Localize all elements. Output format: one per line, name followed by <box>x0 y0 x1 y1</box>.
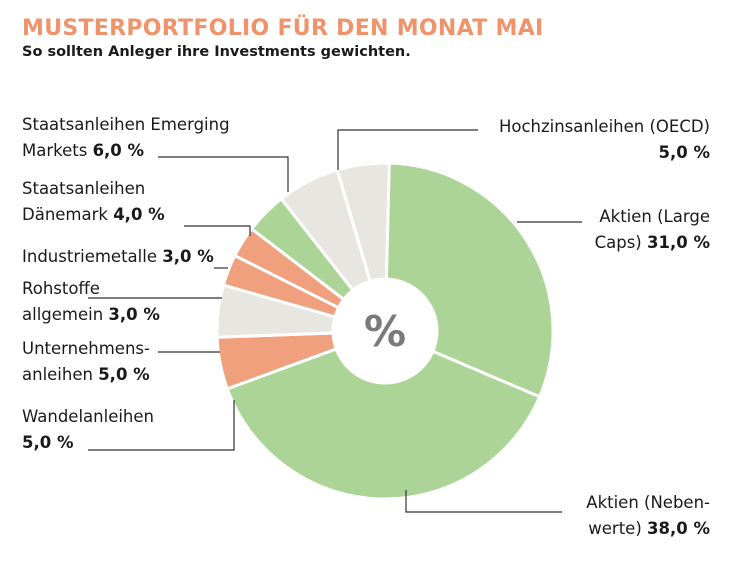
label-wandelanleihen-line1: Wandelanleihen <box>22 407 154 426</box>
leader-line-1 <box>337 129 478 170</box>
chart-subtitle: So sollten Anleger ihre Investments gewi… <box>22 44 411 60</box>
label-staatsanleihen-daenemark: Staatsanleihen Dänemark 4,0 % <box>22 176 165 228</box>
leader-line-7 <box>184 225 251 236</box>
label-industriemetalle: Industriemetalle 3,0 % <box>22 244 214 270</box>
label-hochzinsanleihen-line1: Hochzinsanleihen (OECD) <box>498 117 710 136</box>
label-staatsanleihen-em: Staatsanleihen Emerging Markets 6,0 % <box>22 112 230 164</box>
label-rohstoffe-line1: Rohstoffe <box>22 279 100 298</box>
label-staatsanleihen-em-line2: Markets <box>22 141 93 160</box>
label-staatsanleihen-daenemark-line1: Staatsanleihen <box>22 179 146 198</box>
chart-title: MUSTERPORTFOLIO FÜR DEN MONAT MAI <box>22 16 544 41</box>
label-staatsanleihen-daenemark-line2: Dänemark <box>22 205 114 224</box>
label-aktien-nebenwerte: Aktien (Neben- werte) 38,0 % <box>586 490 710 542</box>
value-unternehmensanleihen: 5,0 % <box>98 365 150 384</box>
label-wandelanleihen: Wandelanleihen 5,0 % <box>22 404 154 456</box>
label-aktien-large-caps: Aktien (Large Caps) 31,0 % <box>595 204 710 256</box>
label-industriemetalle-line1: Industriemetalle <box>22 247 163 266</box>
value-hochzinsanleihen: 5,0 % <box>658 143 710 162</box>
label-rohstoffe: Rohstoffe allgemein 3,0 % <box>22 276 160 328</box>
leader-line-8 <box>158 156 289 192</box>
label-aktien-large-caps-line1: Aktien (Large <box>599 207 710 226</box>
leader-line-3 <box>88 400 235 451</box>
value-rohstoffe: 3,0 % <box>108 305 160 324</box>
value-industriemetalle: 3,0 % <box>162 247 214 266</box>
value-aktien-nebenwerte: 38,0 % <box>647 519 710 538</box>
label-aktien-nebenwerte-line1: Aktien (Neben- <box>586 493 710 512</box>
value-wandelanleihen: 5,0 % <box>22 433 74 452</box>
center-percent-label: % <box>364 307 406 356</box>
label-unternehmensanleihen: Unternehmens- anleihen 5,0 % <box>22 336 150 388</box>
label-aktien-large-caps-line2: Caps) <box>594 233 647 252</box>
value-staatsanleihen-daenemark: 4,0 % <box>113 205 165 224</box>
label-rohstoffe-line2: allgemein <box>22 305 109 324</box>
value-staatsanleihen-em: 6,0 % <box>92 141 145 160</box>
label-hochzinsanleihen: Hochzinsanleihen (OECD) 5,0 % <box>499 114 710 166</box>
label-aktien-nebenwerte-line2: werte) <box>588 519 647 538</box>
label-staatsanleihen-em-line1: Staatsanleihen Emerging <box>22 115 230 134</box>
label-unternehmensanleihen-line2: anleihen <box>22 365 99 384</box>
value-aktien-large-caps: 31,0 % <box>647 233 710 252</box>
donut-hole <box>333 279 437 383</box>
label-unternehmensanleihen-line1: Unternehmens- <box>22 339 150 358</box>
leader-line-2 <box>405 490 562 513</box>
